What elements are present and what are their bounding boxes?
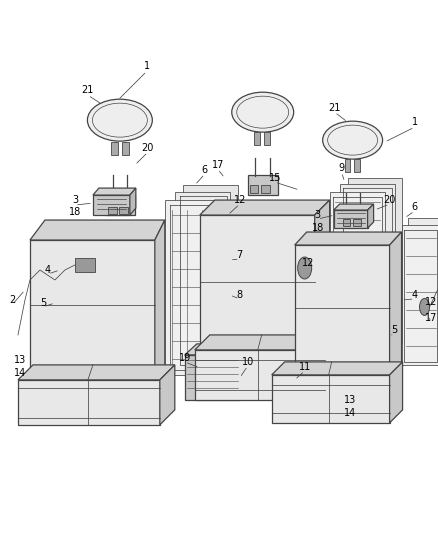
Polygon shape [195,350,325,400]
Polygon shape [75,258,95,272]
Polygon shape [108,207,117,214]
Text: 4: 4 [45,265,51,275]
Polygon shape [345,159,350,172]
Polygon shape [353,219,360,226]
Polygon shape [160,365,175,425]
Polygon shape [30,240,155,395]
Text: 1: 1 [411,117,417,127]
Polygon shape [122,142,129,155]
Text: 15: 15 [268,173,281,183]
Ellipse shape [88,99,152,141]
Text: 12: 12 [233,195,246,205]
Text: 21: 21 [328,103,341,113]
Polygon shape [165,200,220,375]
Polygon shape [175,192,230,368]
Ellipse shape [298,257,312,279]
Polygon shape [264,132,270,145]
Text: 10: 10 [242,357,254,367]
Text: 8: 8 [237,290,243,300]
Text: 14: 14 [14,368,26,378]
Text: 18: 18 [69,207,81,217]
Polygon shape [18,380,160,425]
Text: 2: 2 [9,295,15,305]
Polygon shape [389,232,402,375]
Polygon shape [402,225,438,365]
Polygon shape [93,188,136,195]
Polygon shape [119,207,128,214]
Text: 14: 14 [343,408,356,418]
Polygon shape [408,218,438,358]
Polygon shape [250,185,258,193]
Polygon shape [200,200,330,215]
Polygon shape [334,204,374,210]
Text: 7: 7 [237,250,243,260]
Text: 19: 19 [179,353,191,363]
Polygon shape [295,245,389,375]
Text: 12: 12 [425,297,438,307]
Polygon shape [339,210,367,227]
Text: 13: 13 [14,355,26,365]
Polygon shape [348,178,402,342]
Text: 12: 12 [301,258,314,268]
Polygon shape [330,192,385,355]
Text: 5: 5 [392,325,398,335]
Text: 20: 20 [141,143,154,153]
Polygon shape [185,355,240,400]
Ellipse shape [232,92,294,132]
Text: 17: 17 [425,313,438,323]
Polygon shape [155,220,165,395]
Text: 20: 20 [383,195,396,205]
Polygon shape [240,344,252,400]
Polygon shape [353,159,360,172]
Polygon shape [105,195,135,215]
Text: 3: 3 [314,210,321,220]
Text: 6: 6 [411,202,417,212]
Text: 13: 13 [343,395,356,405]
Polygon shape [389,362,403,423]
Polygon shape [314,200,330,360]
Polygon shape [339,184,395,348]
Polygon shape [248,175,278,195]
Polygon shape [183,185,238,362]
Polygon shape [343,219,350,226]
Polygon shape [272,362,403,375]
Polygon shape [18,365,175,380]
Polygon shape [185,344,252,355]
Polygon shape [295,232,402,245]
Ellipse shape [420,298,430,316]
Polygon shape [200,215,314,360]
Text: 6: 6 [202,165,208,175]
Text: 3: 3 [72,195,78,205]
Text: 17: 17 [212,160,224,170]
Text: 11: 11 [299,362,311,372]
Ellipse shape [323,121,382,159]
Polygon shape [325,335,339,400]
Polygon shape [254,132,260,145]
Polygon shape [30,220,165,240]
Text: 5: 5 [40,298,46,308]
Polygon shape [261,185,270,193]
Polygon shape [367,204,374,228]
Text: 4: 4 [411,290,417,300]
Text: 21: 21 [82,85,94,95]
Text: 9: 9 [339,163,345,173]
Polygon shape [334,210,367,228]
Polygon shape [272,375,389,423]
Text: 1: 1 [144,61,150,71]
Polygon shape [195,335,339,350]
Polygon shape [111,142,118,155]
Polygon shape [93,195,130,215]
Text: 18: 18 [311,223,324,233]
Polygon shape [130,188,136,215]
